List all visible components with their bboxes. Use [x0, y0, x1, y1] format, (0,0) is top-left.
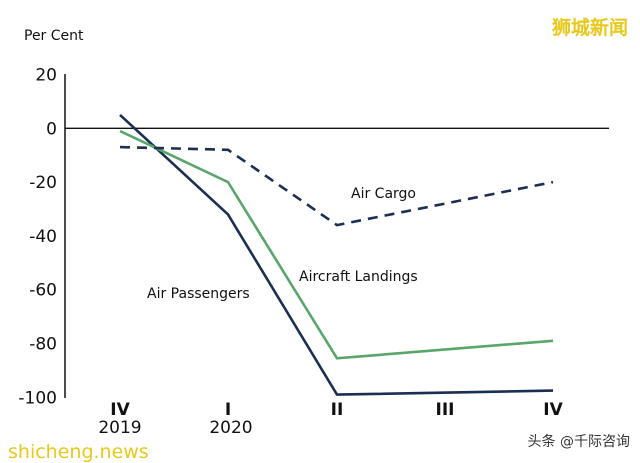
- y-tick-label: -60: [29, 281, 57, 301]
- series-label-aircraft-landings: Aircraft Landings: [299, 269, 418, 285]
- x-tick-label: II: [331, 400, 344, 420]
- watermark-bottom-left: shicheng.news: [8, 441, 149, 463]
- y-tick-label: -20: [29, 173, 57, 193]
- series-line-air-passengers: [119, 113, 554, 396]
- y-tick-label: 20: [35, 66, 57, 86]
- series-line-aircraft-landings: [119, 129, 554, 360]
- series-line-air-cargo: [119, 145, 554, 227]
- y-tick-label: 0: [46, 119, 57, 139]
- y-tick-label: -80: [29, 335, 57, 355]
- y-tick-label: -40: [29, 227, 57, 247]
- x-tick-label: III: [436, 400, 455, 420]
- year-label-2019: 2019: [98, 418, 141, 438]
- series-label-air-passengers: Air Passengers: [147, 286, 250, 302]
- watermark-bottom-right: 头条 @千际咨询: [528, 433, 630, 450]
- y-tick-label: -100: [18, 388, 57, 408]
- x-tick-label: IV: [543, 400, 563, 420]
- x-tick-label: IV: [110, 400, 130, 420]
- year-label-2020: 2020: [209, 418, 252, 438]
- series-label-air-cargo: Air Cargo: [351, 186, 416, 202]
- x-tick-label: I: [225, 400, 231, 420]
- y-axis-label: Per Cent: [24, 28, 84, 44]
- watermark-top-right: 狮城新闻: [552, 16, 628, 39]
